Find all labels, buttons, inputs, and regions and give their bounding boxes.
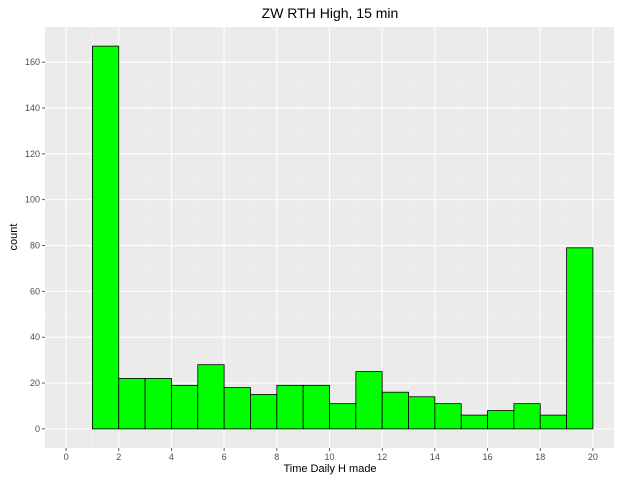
x-tick-label: 10 [324,452,334,462]
histogram-bar [513,403,541,430]
histogram-bar [171,384,199,430]
x-tick-label: 12 [377,452,387,462]
x-tick-label: 18 [535,452,545,462]
y-tick-label: 40 [30,332,40,342]
x-tick-label: 0 [64,452,69,462]
y-tick-label: 100 [25,195,40,205]
histogram-bar [487,410,515,430]
histogram-bar [434,403,462,430]
histogram-bar [381,391,409,430]
histogram-bar [355,371,383,430]
histogram-bar [460,414,488,430]
histogram-bar [566,247,594,430]
histogram-bar [302,384,330,430]
y-tick-label: 160 [25,57,40,67]
y-tick-label: 80 [30,241,40,251]
x-tick-label: 16 [483,452,493,462]
y-axis-title: count [8,224,20,251]
x-tick-label: 8 [274,452,279,462]
histogram-bar [118,378,146,430]
histogram-bar [329,403,357,430]
y-tick-label: 20 [30,378,40,388]
histogram-bar [276,384,304,430]
y-tick-label: 60 [30,286,40,296]
x-tick-label: 20 [588,452,598,462]
histogram-bar [408,396,436,430]
histogram-bar [223,387,251,430]
chart-title: ZW RTH High, 15 min [262,5,399,21]
y-tick-label: 0 [35,424,40,434]
histogram-bar [92,45,120,430]
y-tick-label: 140 [25,103,40,113]
histogram-bar [144,378,172,430]
histogram-bar [250,394,278,430]
y-axis: 0 20 40 60 80 100 120 140 160 [25,57,45,434]
histogram-bars [92,45,594,430]
x-tick-label: 14 [430,452,440,462]
histogram-bar [197,364,225,430]
histogram-bar [539,414,567,430]
x-axis-title: Time Daily H made [283,463,376,475]
x-axis: 0 2 4 6 8 10 12 14 16 18 20 [64,448,598,462]
x-tick-label: 2 [116,452,121,462]
x-tick-label: 6 [222,452,227,462]
x-tick-label: 4 [169,452,174,462]
y-tick-label: 120 [25,149,40,159]
